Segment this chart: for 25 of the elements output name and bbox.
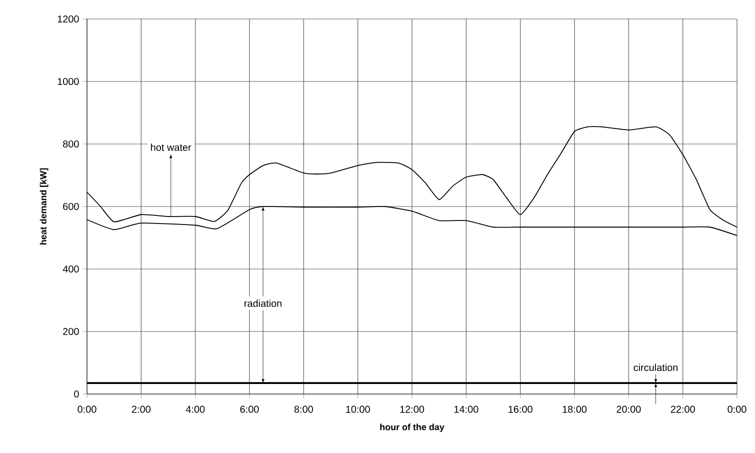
y-axis-title: heat demand [kW]	[40, 168, 48, 244]
x-tick-label: 8:00	[294, 406, 313, 413]
x-tick-label: 0:00	[78, 406, 96, 413]
x-tick-label: 12:00	[400, 406, 424, 413]
x-tick-label: 18:00	[562, 406, 587, 413]
annotation: circulation	[634, 364, 678, 372]
y-tick-label: 400	[62, 265, 79, 273]
x-tick-label: 2:00	[132, 406, 150, 413]
y-tick-label: 800	[63, 140, 79, 148]
x-tick-label: 22:00	[670, 406, 695, 413]
y-tick-label: 1000	[58, 78, 79, 86]
y-tick-label: 200	[63, 328, 79, 336]
x-tick-label: 4:00	[186, 406, 205, 413]
x-tick-label: 0:00	[728, 406, 746, 413]
y-tick-label: 600	[63, 202, 79, 210]
x-tick-label: 6:00	[240, 406, 259, 413]
y-tick-label: 0	[74, 390, 79, 398]
y-tick-label: 1200	[58, 15, 79, 23]
x-axis-title: hour of the day	[380, 424, 444, 432]
x-tick-label: 10:00	[346, 406, 370, 413]
annotation: radiation	[244, 300, 282, 307]
x-tick-label: 14:00	[454, 406, 478, 413]
annotation: hot water	[151, 144, 192, 151]
x-tick-label: 16:00	[508, 406, 532, 413]
x-tick-label: 20:00	[616, 406, 641, 413]
